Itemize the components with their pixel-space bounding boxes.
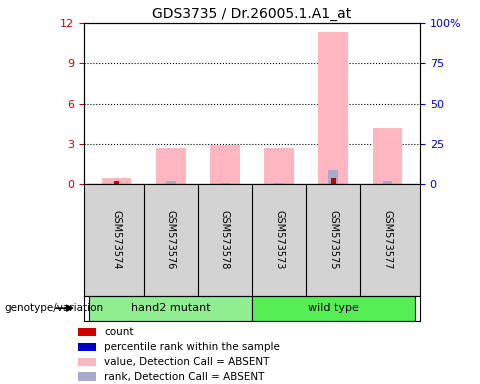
Bar (328, 170, 338, 184)
Bar (318, 33, 348, 184)
Bar (274, 183, 284, 184)
Bar (102, 177, 132, 184)
Bar (372, 128, 402, 184)
Bar (264, 148, 294, 184)
Text: GSM573577: GSM573577 (383, 210, 393, 270)
Bar (156, 148, 186, 184)
Text: rank, Detection Call = ABSENT: rank, Detection Call = ABSENT (104, 372, 264, 382)
Bar (383, 181, 392, 184)
Text: GSM573573: GSM573573 (274, 210, 284, 270)
Text: hand2 mutant: hand2 mutant (131, 303, 211, 313)
Text: GSM573576: GSM573576 (166, 210, 176, 270)
Bar (166, 181, 176, 184)
Bar (89, 296, 252, 321)
Text: wild type: wild type (308, 303, 359, 313)
Bar (114, 180, 119, 184)
Text: value, Detection Call = ABSENT: value, Detection Call = ABSENT (104, 357, 269, 367)
Bar (331, 178, 336, 184)
Bar (220, 183, 230, 184)
Bar (78, 328, 96, 336)
Bar (78, 372, 96, 381)
Title: GDS3735 / Dr.26005.1.A1_at: GDS3735 / Dr.26005.1.A1_at (152, 7, 352, 21)
Text: genotype/variation: genotype/variation (5, 303, 104, 313)
Bar (78, 358, 96, 366)
Text: GSM573578: GSM573578 (220, 210, 230, 270)
Text: GSM573574: GSM573574 (111, 210, 121, 270)
Text: percentile rank within the sample: percentile rank within the sample (104, 342, 280, 352)
Text: GSM573575: GSM573575 (328, 210, 338, 270)
Text: count: count (104, 327, 133, 337)
Bar (78, 343, 96, 351)
Bar (252, 296, 415, 321)
Bar (210, 146, 240, 184)
